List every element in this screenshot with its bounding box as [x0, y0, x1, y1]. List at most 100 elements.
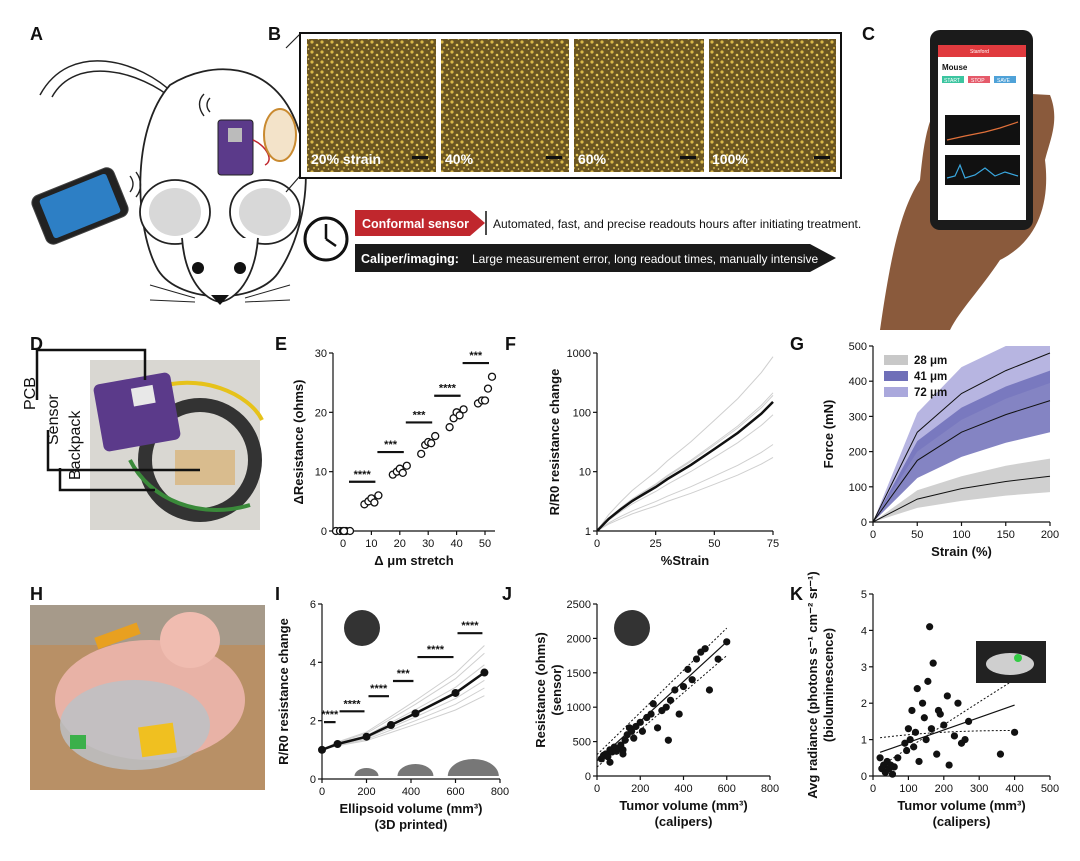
- data-point: [906, 736, 914, 744]
- micrograph-label: 60%: [578, 151, 607, 167]
- panel-i: I 0 2 4 6 0 200 400 600 800 Ellipsoid volume (mm³…: [275, 584, 509, 832]
- data-point: [903, 746, 911, 755]
- panel-j: J 0 500 1000 1500 2000 2500 0 200 400 600 800 Tumor…: [502, 584, 779, 829]
- data-point: [621, 736, 629, 744]
- data-point: [943, 692, 951, 700]
- x-tick-label: 50: [911, 529, 923, 541]
- x-tick-label: 200: [935, 783, 953, 795]
- legend-swatch: [884, 355, 908, 365]
- label-backpack: Backpack: [67, 410, 84, 480]
- fit-line: [879, 704, 1015, 753]
- data-point: [934, 706, 943, 715]
- y-tick-label: 100: [849, 482, 867, 494]
- legend-label: 72 μm: [914, 387, 947, 399]
- micrograph-60: 60%: [574, 39, 704, 172]
- data-point: [431, 431, 440, 441]
- chart-j: 0 500 1000 1500 2000 2500 0 200 400 600 800 Tumor v…: [533, 599, 779, 829]
- panel-g: G 0 100 200 300 400 500 0 50 100 150 200 Strain (%)…: [790, 334, 1059, 559]
- data-point: [688, 676, 696, 684]
- panel-letter-h: H: [30, 584, 43, 604]
- data-point: [604, 753, 612, 761]
- data-point: [915, 757, 923, 766]
- axis-line: [332, 353, 495, 532]
- clock-icon: [303, 216, 349, 262]
- y-tick-label: 5: [861, 589, 867, 601]
- fit-line: [596, 641, 728, 762]
- x-tick-label: 400: [402, 786, 420, 798]
- data-point: [445, 423, 454, 432]
- x-tick-label: 500: [1041, 783, 1059, 795]
- x-axis-label: Tumor volume (mm³): [897, 798, 1025, 813]
- y-tick-label: 10: [315, 467, 327, 479]
- data-point: [451, 688, 460, 697]
- data-point: [318, 745, 326, 754]
- ellipsoid-icon: [397, 764, 434, 776]
- phone-button[interactable]: START: [944, 78, 960, 84]
- ci-line: [880, 730, 1015, 739]
- y-tick-label: 500: [573, 737, 591, 749]
- chart-i: 0 2 4 6 0 200 400 600 800 Ellipsoid volume (mm³)(…: [276, 599, 509, 832]
- chart-g: 0 100 200 300 400 500 0 50 100 150 200 Strain (%) Fo…: [821, 341, 1059, 559]
- y-tick-label: 1: [585, 526, 591, 538]
- significance-label: ****: [461, 620, 479, 632]
- chart-e: 0 10 20 30 0 10 20 30 40 50 Δ μm stretch ΔResistanc…: [291, 348, 497, 568]
- panel-letter-k: K: [790, 584, 803, 604]
- y-tick-label: 0: [861, 771, 867, 783]
- phone-button[interactable]: STOP: [971, 78, 985, 84]
- panel-letter-e: E: [275, 334, 287, 354]
- x-tick-label: 10: [365, 538, 377, 550]
- y-tick-label: 2500: [567, 599, 591, 611]
- caliper-arrow: [355, 244, 836, 272]
- data-point: [362, 732, 371, 741]
- y-axis-label: Avg radiance (photons s⁻¹ cm⁻² sr⁻¹): [805, 571, 820, 798]
- device-icon: [614, 610, 650, 646]
- signal-spot: [1014, 654, 1022, 662]
- phone-header: Stanford: [970, 49, 989, 55]
- data-point: [908, 706, 916, 715]
- data-point: [386, 721, 395, 730]
- x-tick-label: 200: [1041, 529, 1059, 541]
- data-point: [964, 717, 973, 726]
- data-point: [927, 725, 936, 733]
- data-point: [940, 721, 948, 729]
- data-point: [918, 699, 927, 707]
- data-point: [679, 682, 688, 691]
- x-tick-label: 400: [1005, 783, 1023, 795]
- y-tick-label: 1000: [567, 348, 591, 360]
- conformal-arrow: [355, 210, 485, 236]
- panel-letter-i: I: [275, 584, 280, 604]
- y-tick-label: 2: [861, 698, 867, 710]
- x-tick-label: 0: [594, 783, 600, 795]
- x-tick-label: 600: [446, 786, 464, 798]
- error-band: [873, 370, 1050, 522]
- y-axis-label: R/R0 resistance change: [547, 369, 562, 516]
- x-tick-label: 400: [674, 783, 692, 795]
- replicate-line: [596, 414, 774, 532]
- data-point: [619, 750, 627, 758]
- x-axis-label-2: (calipers): [933, 814, 991, 829]
- data-point: [459, 405, 468, 414]
- data-point: [675, 710, 683, 718]
- data-point: [876, 754, 884, 762]
- mean-line: [872, 400, 1051, 523]
- data-point: [945, 761, 953, 769]
- data-point: [910, 743, 918, 751]
- data-point: [628, 727, 636, 735]
- data-point: [666, 696, 675, 704]
- y-axis-label-2: (sensor): [549, 664, 564, 715]
- x-tick-label: 100: [952, 529, 970, 541]
- panel-letter-c: C: [862, 24, 875, 44]
- data-point: [417, 449, 426, 459]
- phone-button[interactable]: SAVE: [997, 78, 1011, 84]
- x-tick-label: 100: [899, 783, 917, 795]
- replicate-line: [596, 395, 774, 532]
- data-point: [961, 736, 969, 744]
- significance-label: ****: [354, 469, 372, 481]
- micrograph-label: 20% strain: [311, 151, 381, 167]
- data-point: [714, 655, 722, 663]
- legend-swatch: [884, 387, 908, 397]
- x-tick-label: 600: [718, 783, 736, 795]
- y-tick-label: 6: [310, 599, 316, 611]
- panel-letter-b: B: [268, 24, 281, 44]
